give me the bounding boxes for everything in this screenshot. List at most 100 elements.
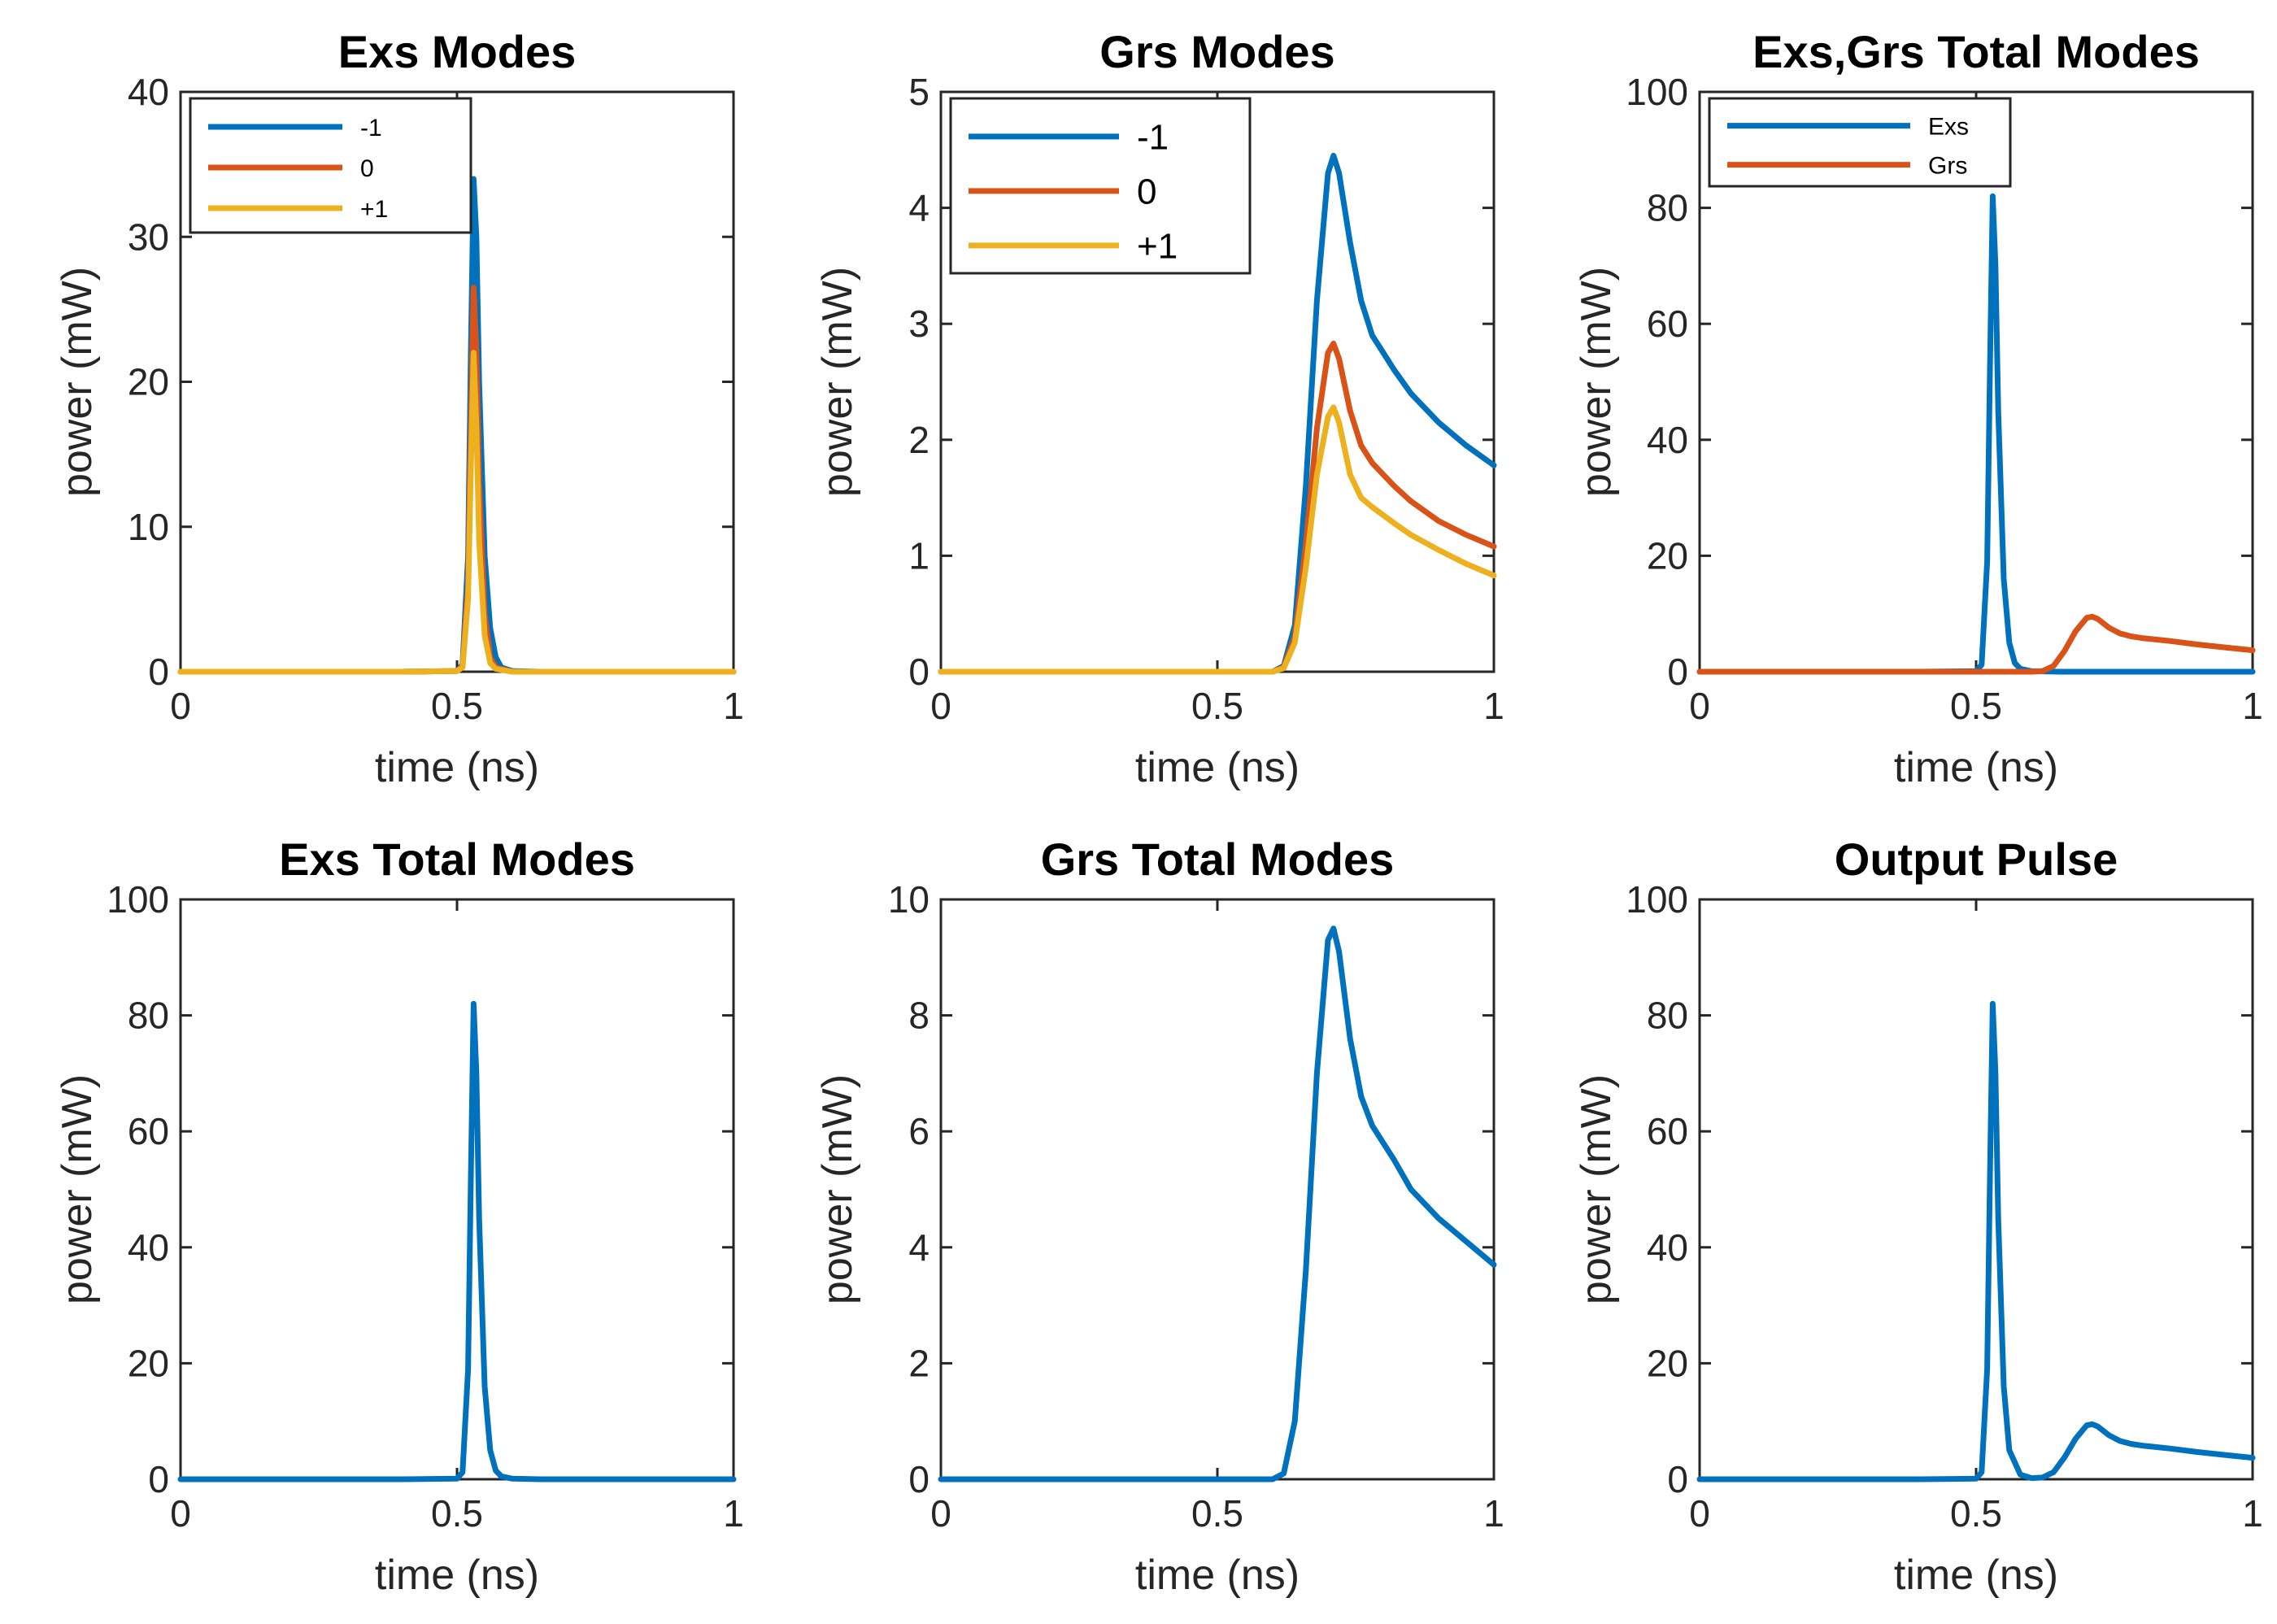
x-axis-label: time (ns) (1135, 1552, 1300, 1599)
y-tick-label: 20 (1647, 534, 1688, 577)
chart-title: Exs Total Modes (279, 834, 635, 885)
y-tick-label: 2 (908, 419, 930, 461)
x-tick-label: 1 (723, 685, 744, 727)
series-line-+1 (938, 404, 1497, 675)
y-tick-label: 0 (1667, 1458, 1688, 1500)
x-tick-label: 0 (930, 685, 951, 727)
y-tick-label: 1 (908, 534, 930, 577)
chart-title: Exs,Grs Total Modes (1752, 26, 2200, 77)
chart-title: Grs Total Modes (1041, 834, 1395, 885)
y-tick-label: 0 (908, 1458, 930, 1500)
x-tick-label: 1 (2242, 685, 2263, 727)
x-tick-label: 1 (1483, 685, 1504, 727)
series-line-1 (177, 1000, 737, 1482)
y-axis-label: power (mW) (1573, 267, 1620, 497)
x-tick-label: 0.5 (1191, 1492, 1243, 1535)
y-tick-label: 4 (908, 187, 930, 229)
y-tick-label: 4 (908, 1226, 930, 1269)
y-tick-label: 80 (1647, 995, 1688, 1037)
series-line-1 (938, 925, 1497, 1482)
subplot-6: 0 0.5 1 0 20 40 60 80 100 Output Pulse time (ns) po… (1573, 834, 2263, 1599)
x-axis-label: time (ns) (375, 1552, 539, 1599)
legend: -1 0 +1 (189, 97, 472, 234)
legend-label: -1 (360, 115, 382, 142)
y-tick-label: 20 (128, 1342, 169, 1384)
y-tick-label: 100 (1626, 71, 1688, 113)
x-tick-label: 0.5 (1191, 685, 1243, 727)
y-tick-label: 8 (908, 995, 930, 1037)
y-tick-label: 100 (107, 878, 169, 921)
x-tick-label: 0 (930, 1492, 951, 1535)
x-tick-label: 0 (170, 685, 191, 727)
y-tick-label: 0 (908, 651, 930, 693)
x-tick-label: 0.5 (1950, 685, 2002, 727)
legend-label: Exs (1928, 113, 1969, 140)
y-tick-label: 5 (908, 71, 930, 113)
y-axis-label: power (mW) (1573, 1074, 1620, 1304)
y-tick-label: 40 (1647, 1226, 1688, 1269)
chart-title: Exs Modes (338, 26, 577, 77)
legend-box (1708, 97, 2012, 188)
y-tick-label: 2 (908, 1342, 930, 1384)
x-tick-label: 0.5 (431, 685, 483, 727)
y-tick-label: 60 (128, 1110, 169, 1152)
y-tick-label: 40 (1647, 419, 1688, 461)
legend-label: +1 (1137, 227, 1178, 267)
x-tick-label: 0.5 (431, 1492, 483, 1535)
series-line-1 (1696, 1000, 2256, 1482)
y-tick-label: 20 (128, 361, 169, 403)
x-tick-label: 0 (170, 1492, 191, 1535)
x-axis-label: time (ns) (1135, 744, 1300, 791)
y-tick-label: 60 (1647, 1110, 1688, 1152)
subplot-4: 0 0.5 1 0 20 40 60 80 100 Exs Total Modes time (ns… (54, 834, 744, 1599)
x-tick-label: 0 (1689, 685, 1710, 727)
x-tick-label: 0 (1689, 1492, 1710, 1535)
y-tick-label: 100 (1626, 878, 1688, 921)
series-line-+1 (177, 350, 737, 675)
y-tick-label: 80 (1647, 187, 1688, 229)
y-axis-label: power (mW) (54, 1074, 101, 1304)
y-tick-label: 40 (128, 1226, 169, 1269)
series-line-Grs (1696, 613, 2256, 675)
subplot-3: 0 0.5 1 0 20 40 60 80 100 Exs,Grs Total Modes time… (1573, 26, 2263, 791)
legend-label: 0 (1137, 172, 1156, 212)
y-tick-label: 10 (888, 878, 930, 921)
legend-label: 0 (360, 155, 374, 182)
axes-box (939, 898, 1496, 1481)
legend-label: Grs (1928, 152, 1967, 179)
x-tick-label: 1 (2242, 1492, 2263, 1535)
y-axis-label: power (mW) (54, 267, 101, 497)
y-tick-label: 30 (128, 216, 169, 258)
y-tick-label: 80 (128, 995, 169, 1037)
x-tick-label: 0.5 (1950, 1492, 2002, 1535)
x-axis-label: time (ns) (1894, 744, 2058, 791)
y-tick-label: 60 (1647, 303, 1688, 345)
subplot-2: 0 0.5 1 0 1 2 3 4 5 Grs Modes time (ns) power (mW) -… (814, 26, 1504, 791)
axes-box (179, 898, 735, 1481)
y-axis-label: power (mW) (814, 1074, 861, 1304)
y-tick-label: 3 (908, 303, 930, 345)
chart-title: Grs Modes (1099, 26, 1334, 77)
y-tick-label: 10 (128, 506, 169, 548)
y-tick-label: 0 (1667, 651, 1688, 693)
x-axis-label: time (ns) (1894, 1552, 2058, 1599)
y-tick-label: 0 (148, 651, 169, 693)
x-axis-label: time (ns) (375, 744, 539, 791)
legend: -1 0 +1 (949, 97, 1252, 275)
axes-box (1698, 90, 2254, 673)
legend-label: -1 (1137, 118, 1169, 158)
y-tick-label: 6 (908, 1110, 930, 1152)
legend-label: +1 (360, 196, 388, 223)
y-tick-label: 0 (148, 1458, 169, 1500)
y-tick-label: 20 (1647, 1342, 1688, 1384)
y-axis-label: power (mW) (814, 267, 861, 497)
chart-title: Output Pulse (1835, 834, 2118, 885)
legend: Exs Grs (1708, 97, 2012, 188)
y-tick-label: 40 (128, 71, 169, 113)
x-tick-label: 1 (723, 1492, 744, 1535)
axes-box (1698, 898, 2254, 1481)
x-tick-label: 1 (1483, 1492, 1504, 1535)
